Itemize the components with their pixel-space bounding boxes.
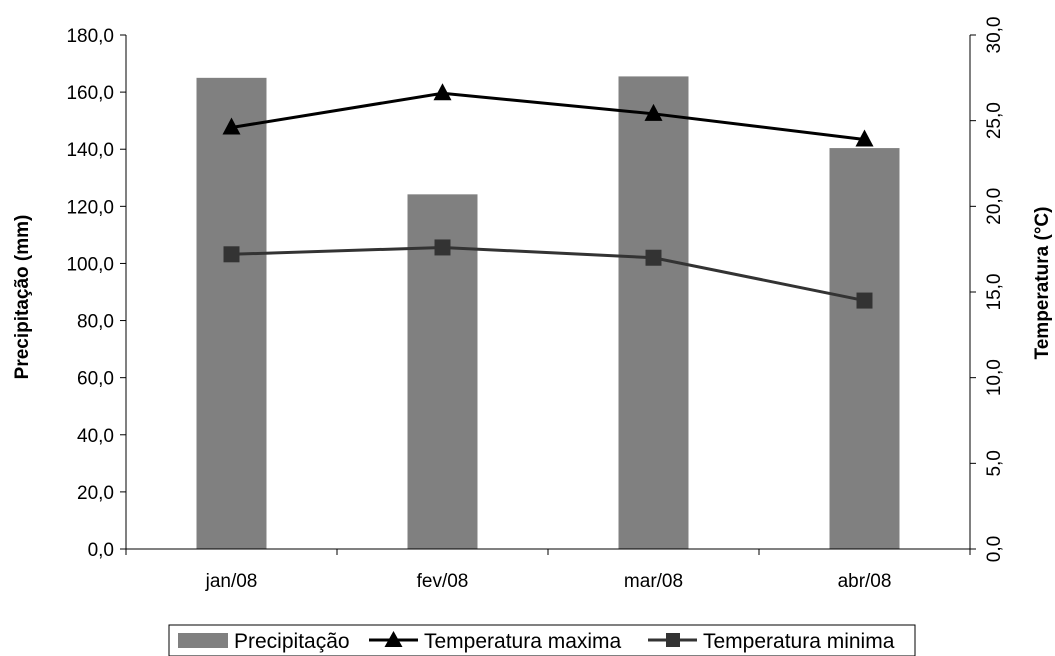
y-tick-label: 120,0 (66, 197, 114, 218)
y2-tick-label: 15,0 (984, 274, 1005, 311)
y2-tick-label: 10,0 (984, 359, 1005, 396)
legend-precipitacao-label: Precipitação (234, 630, 350, 653)
x-tick-label: mar/08 (624, 571, 683, 592)
y-tick-label: 180,0 (66, 26, 114, 47)
legend: Precipitação Temperatura maxima Temperat… (168, 624, 916, 656)
y2-tick-label: 0,0 (984, 536, 1005, 562)
temp-max-point-fev-08 (433, 83, 452, 101)
y2-tick-label: 25,0 (984, 102, 1005, 139)
y2-tick-label: 5,0 (984, 450, 1005, 476)
bar-abr-08 (829, 148, 900, 549)
x-tick-label: jan/08 (205, 571, 258, 592)
y-tick-label: 100,0 (66, 254, 114, 275)
temp-max-point-jan-08 (222, 117, 241, 135)
x-tick-label: fev/08 (417, 571, 469, 592)
temp-min-point-abr-08 (856, 292, 873, 309)
line-temp-max (231, 91, 865, 142)
y2-tick-label: 20,0 (984, 188, 1005, 225)
legend-frame (168, 624, 916, 656)
y-tick-label: 140,0 (66, 140, 114, 161)
line-temp-min (231, 245, 865, 303)
legend-temp-max-marker (384, 631, 403, 647)
y2-axis-title: Temperatura (°C) (1032, 207, 1053, 360)
y2-tick-label: 30,0 (984, 17, 1005, 54)
temp-min-point-fev-08 (434, 239, 451, 256)
y-tick-label: 0,0 (88, 540, 114, 561)
y-tick-label: 20,0 (77, 483, 114, 504)
bar-jan-08 (196, 77, 267, 549)
y-tick-label: 60,0 (77, 369, 114, 390)
y-axis-title: Precipitação (mm) (12, 215, 33, 380)
x-tick-label: abr/08 (838, 571, 892, 592)
legend-precipitacao-swatch (178, 633, 228, 648)
y-tick-label: 80,0 (77, 312, 114, 333)
bars-group (196, 76, 900, 550)
bar-mar-08 (618, 76, 689, 550)
legend-temp-min-label: Temperatura minima (703, 630, 895, 653)
y-tick-label: 40,0 (77, 426, 114, 447)
legend-temp-max-label: Temperatura maxima (424, 630, 622, 653)
y-tick-label: 160,0 (66, 83, 114, 104)
temp-max-point-mar-08 (644, 103, 663, 121)
temp-min-point-mar-08 (645, 249, 662, 266)
lines-group (222, 83, 874, 309)
legend-temp-min-marker (666, 633, 680, 647)
axes-group: 0,0 20,0 40,0 60,0 80,0 100,0 120,0 140,0 160,0 1… (66, 17, 1005, 592)
temp-max-point-abr-08 (855, 129, 874, 147)
temp-min-point-jan-08 (223, 246, 240, 263)
